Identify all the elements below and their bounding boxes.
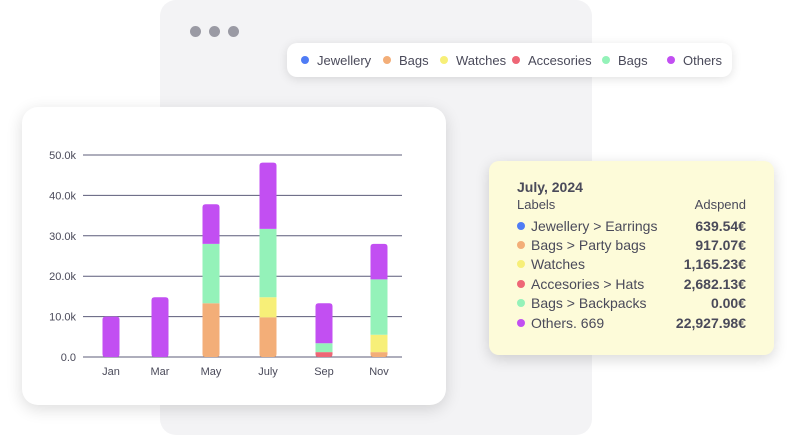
bar-segment (202, 303, 220, 357)
legend-item-watches[interactable]: Watches (440, 53, 512, 68)
x-tick-label: July (258, 366, 278, 378)
legend-dot-icon (667, 56, 675, 64)
tooltip-row: Accesories > Hats 2,682.13€ (517, 274, 746, 293)
x-tick-label: Mar (151, 366, 170, 378)
x-tick-label: Jan (102, 366, 120, 378)
tooltip-row: Bags > Backpacks 0.00€ (517, 294, 746, 313)
tooltip-row-value: 639.54€ (695, 217, 746, 234)
bar-segment (259, 162, 277, 229)
tooltip-rows: Jewellery > Earrings 639.54€ Bags > Party … (517, 216, 746, 332)
x-tick-label: May (201, 366, 222, 378)
x-tick-label: Sep (314, 366, 334, 378)
tooltip-title: July, 2024 (517, 179, 583, 195)
tooltip-row-text: Watches (531, 256, 585, 273)
bar-segment (259, 297, 277, 318)
tooltip-row-value: 22,927.98€ (675, 314, 746, 331)
tooltip-row-label: Watches (517, 256, 585, 272)
bar-segment (370, 352, 388, 357)
window-dot-icon (209, 26, 220, 37)
x-tick-label: Nov (369, 366, 389, 378)
legend-dot-icon (440, 56, 448, 64)
legend-label: Bags (618, 52, 648, 68)
tooltip-header: Labels Adspend (517, 197, 746, 212)
bar-segment (315, 352, 333, 357)
legend-item-bags[interactable]: Bags (383, 53, 440, 68)
legend-item-bags-2[interactable]: Bags (602, 53, 667, 68)
legend-label: Jewellery (317, 52, 372, 68)
bar-segment (151, 297, 169, 357)
window-dot-icon (190, 26, 201, 37)
legend-item-jewellery[interactable]: Jewellery (301, 53, 383, 68)
legend-dot-icon (602, 56, 610, 64)
tooltip-row-value: 1,165.23€ (683, 256, 746, 273)
series-dot-icon (517, 241, 525, 250)
tooltip-row-value: 2,682.13€ (683, 275, 746, 292)
series-dot-icon (517, 279, 525, 288)
tooltip-row-text: Others. 669 (531, 314, 605, 331)
bar-segment (315, 343, 333, 353)
y-tick-label: 30.0k (49, 231, 76, 243)
tooltip-col-labels: Labels (517, 197, 556, 212)
y-tick-label: 10.0k (49, 312, 76, 324)
bar-segment (202, 243, 220, 304)
chart-card: 0.0 10.0k 20.0k 30.0k 40.0k 50.0k Jan Mar May Jul… (22, 107, 446, 405)
legend-item-others[interactable]: Others (667, 53, 722, 68)
window-dot-icon (228, 26, 239, 37)
chart-legend: Jewellery Bags Watches Accesories Bags O… (287, 43, 732, 77)
tooltip-row-label: Accesories > Hats (517, 276, 644, 292)
bar-segment (315, 303, 333, 344)
window-controls (190, 26, 239, 37)
tooltip-row-label: Bags > Backpacks (517, 295, 647, 311)
tooltip-row-label: Others. 669 (517, 315, 604, 331)
bar-segment (370, 334, 388, 353)
y-tick-label: 0.0 (61, 352, 76, 364)
legend-dot-icon (301, 56, 309, 64)
tooltip-row-text: Jewellery > Earrings (531, 217, 658, 234)
legend-label: Others (683, 52, 723, 68)
bar-segment (202, 204, 220, 244)
bar-segment (259, 228, 277, 298)
series-dot-icon (517, 299, 525, 308)
tooltip-row: Watches 1,165.23€ (517, 255, 746, 274)
tooltip-col-adspend: Adspend (694, 197, 746, 212)
tooltip-row-text: Bags > Party bags (531, 237, 646, 254)
stacked-bar-chart: 0.0 10.0k 20.0k 30.0k 40.0k 50.0k Jan Mar May Jul… (49, 150, 402, 378)
y-tick-label: 20.0k (49, 271, 76, 283)
series-dot-icon (517, 318, 525, 327)
y-tick-label: 40.0k (49, 190, 76, 202)
tooltip-row: Jewellery > Earrings 639.54€ (517, 216, 746, 235)
bar-segment (370, 243, 388, 280)
legend-label: Accesories (528, 52, 592, 68)
legend-dot-icon (512, 56, 520, 64)
legend-label: Bags (399, 52, 429, 68)
series-dot-icon (517, 221, 525, 230)
bar-segment (102, 316, 120, 357)
legend-label: Watches (456, 52, 507, 68)
legend-dot-icon (383, 56, 391, 64)
series-dot-icon (517, 260, 525, 269)
tooltip-row-text: Accesories > Hats (531, 275, 645, 292)
chart-tooltip: July, 2024 Labels Adspend Jewellery > Ea… (489, 161, 774, 355)
tooltip-row: Others. 669 22,927.98€ (517, 313, 746, 332)
y-tick-label: 50.0k (49, 150, 76, 162)
tooltip-row-label: Jewellery > Earrings (517, 218, 657, 234)
legend-item-accesories[interactable]: Accesories (512, 53, 602, 68)
tooltip-row-value: 917.07€ (695, 237, 746, 254)
bar-segment (259, 317, 277, 357)
bar-segment (370, 279, 388, 335)
tooltip-row-value: 0.00€ (710, 295, 746, 312)
tooltip-row-label: Bags > Party bags (517, 237, 646, 253)
tooltip-row-text: Bags > Backpacks (531, 295, 647, 312)
tooltip-row: Bags > Party bags 917.07€ (517, 235, 746, 254)
